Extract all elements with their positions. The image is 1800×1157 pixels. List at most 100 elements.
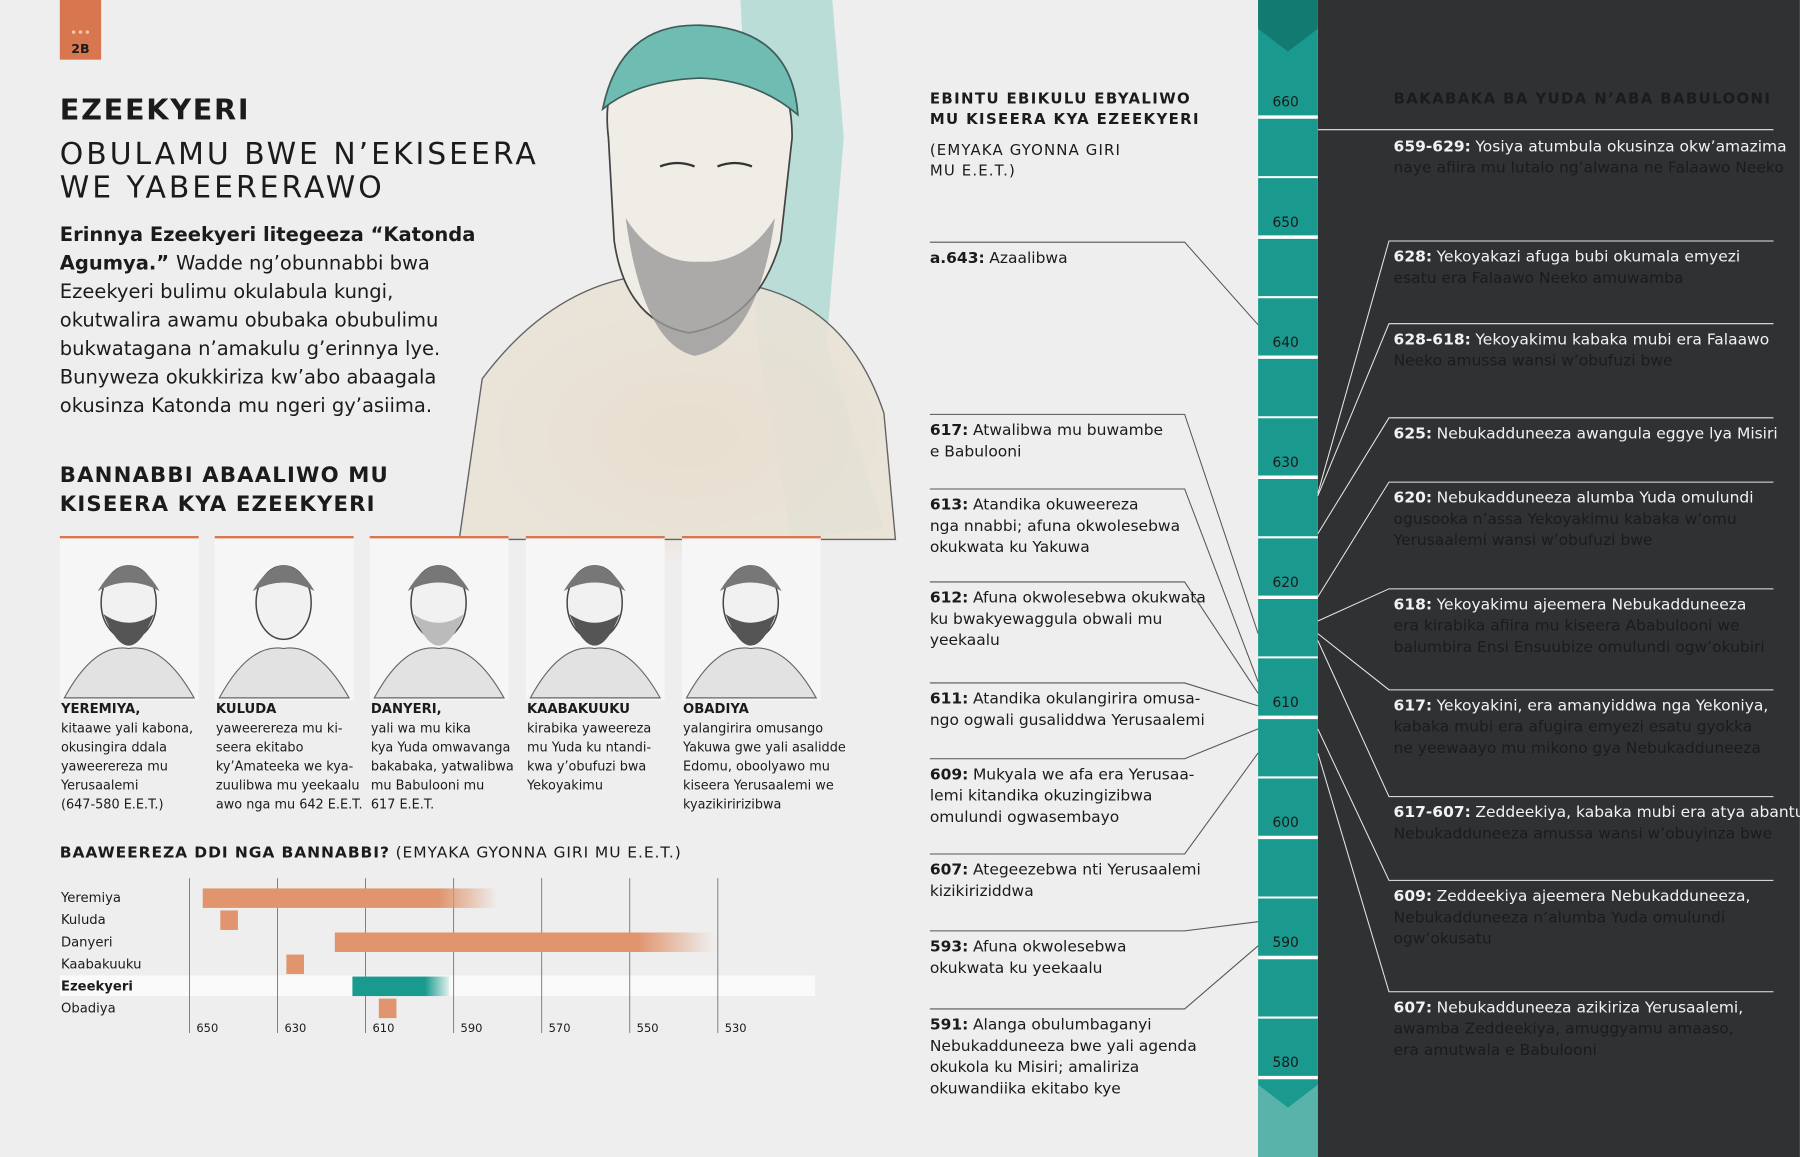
event-line: 613: Atandika okuweereza (930, 496, 1139, 514)
king-line-label: 628: (1394, 248, 1433, 266)
event-line: okukwata ku Yakuwa (930, 538, 1090, 556)
prophet-desc: yalangirira omusango (683, 721, 823, 736)
event-line: okukola ku Misiri; amaliriza (930, 1058, 1139, 1076)
king-line-text: Yekoyakimu kabaka mubi era Falaawo (1474, 330, 1769, 348)
row-label: Yeremiya (60, 891, 121, 906)
ezekiel-illustration (458, 0, 897, 563)
prophet-desc: yali wa mu kika (371, 721, 471, 736)
prophet-desc: (647-580 E.E.T.) (61, 798, 164, 813)
king-line-label: 620: (1394, 489, 1433, 507)
king-line: 609: Zeddeekiya ajeemera Nebukadduneeza, (1394, 887, 1751, 905)
prophet-name: KAABAKUUKU (527, 702, 630, 717)
event-line: e Babulooni (930, 442, 1022, 460)
x-tick-label: 530 (725, 1021, 747, 1035)
king-line-text: Yekoyakimu ajeemera Nebukadduneeza (1436, 595, 1747, 613)
king-connector (1317, 481, 1774, 598)
event-line: Nebukadduneeza bwe yali agenda (930, 1037, 1197, 1055)
event-connector (929, 581, 1259, 694)
event-line: ku bwakyewaggula obwali mu (930, 610, 1163, 628)
event-line-text: Atandika okuweereza (973, 496, 1139, 514)
king-line: Nebukadduneeza n’alumba Yuda omulundi (1394, 908, 1726, 926)
subtitle: OBULAMU BWE N’EKISEERA (60, 137, 539, 172)
range-bar (378, 998, 397, 1019)
sketch-beard (569, 614, 620, 646)
badge-dots (71, 30, 90, 34)
event-line-text: Mukyala we afa era Yerusaa- (973, 765, 1194, 783)
event-line: 617: Atwalibwa mu buwambe (930, 421, 1163, 439)
event-connector (929, 488, 1259, 682)
king-line: 628: Yekoyakazi afuga bubi okumala emyezi (1394, 248, 1741, 266)
row-label: Danyeri (61, 935, 113, 950)
king-line: 620: Nebukadduneeza alumba Yuda omulundi (1394, 489, 1754, 507)
row-label: Kaabakuuku (61, 957, 142, 972)
event-line: kizikiriziddwa (930, 882, 1034, 900)
prophet-desc: yaweerereza mu (61, 759, 168, 774)
king-line-text: Yekoyakazi afuga bubi okumala emyezi (1436, 248, 1741, 266)
king-line: 607: Nebukadduneeza azikiriza Yerusaalemi… (1394, 998, 1744, 1016)
prophet-desc: ky’Amateeka we kya- (216, 759, 353, 774)
intro-line: okusinza Katonda mu ngeri gy’asiima. (60, 394, 432, 417)
events-note: MU E.E.T.) (930, 162, 1016, 180)
timeline-year: 590 (1273, 935, 1299, 951)
timeline-bottom (1258, 1084, 1318, 1157)
portrait-sketch (373, 565, 505, 699)
prophet-desc: bakabaka, yatwalibwa (371, 759, 514, 774)
event-line: 612: Afuna okwolesebwa okukwata (930, 589, 1206, 607)
x-tick-label: 610 (372, 1021, 394, 1035)
portrait-sketch (218, 565, 351, 699)
event-connector (929, 921, 1259, 932)
badge (59, 0, 102, 60)
event-connector (929, 413, 1259, 634)
x-tick-label: 590 (461, 1021, 483, 1035)
prophet-desc: Yakuwa gwe yali asalidde (682, 740, 846, 755)
event-connector (929, 682, 1259, 707)
king-line-text: Zeddeekiya, kabaka mubi era atya abantu, (1475, 803, 1800, 821)
sketch-shoulders (218, 647, 351, 699)
prophet-desc: kyazikiririzibwa (683, 798, 781, 813)
king-line: 617-607: Zeddeekiya, kabaka mubi era atya… (1394, 803, 1800, 821)
event-line: lemi kitandika okuzingizibwa (930, 787, 1153, 805)
x-tick-label: 630 (284, 1021, 306, 1035)
event-line-label: 611: (930, 690, 969, 708)
sketch-hair (719, 565, 782, 592)
event-line-label: 609: (930, 765, 969, 783)
sketch-beard (103, 614, 154, 646)
king-connector (1317, 752, 1774, 993)
sketch-hair (97, 565, 160, 592)
prophet-desc: awo nga mu 642 E.E.T. (216, 798, 363, 813)
king-line-text: Yekoyakini, era amanyiddwa nga Yekoniya, (1436, 696, 1769, 714)
timeline-strip (1258, 0, 1318, 1157)
event-line: 611: Atandika okulangirira omusa- (930, 690, 1201, 708)
portrait-sketch (529, 565, 662, 699)
intro-lead: Erinnya Ezeekyeri litegeeza “Katonda (60, 223, 476, 246)
prophet-desc: kwa y’obufuzi bwa (527, 759, 646, 774)
intro-line-text: Wadde ng’obunnabbi bwa (176, 252, 430, 275)
king-connector (1317, 633, 1774, 691)
king-line-label: 625: (1394, 424, 1433, 442)
event-line: okukwata ku yeekaalu (930, 959, 1103, 977)
king-line: era amutwala e Babulooni (1394, 1041, 1597, 1059)
prophet-desc: mu Babulooni mu (371, 778, 484, 793)
timeline-year: 640 (1273, 335, 1299, 351)
prophet-desc: kirabika yaweereza (527, 721, 651, 736)
timeline-year: 630 (1273, 455, 1299, 471)
prophet-desc: 617 E.E.T. (371, 798, 434, 813)
sketch-shoulders (63, 647, 196, 699)
prophet-desc: seera ekitabo (216, 740, 304, 755)
event-line: okuwandiika ekitabo kye (930, 1079, 1121, 1097)
timeline-year: 660 (1273, 95, 1299, 111)
sketch-beard (725, 614, 777, 646)
dark-panel (1317, 0, 1800, 1157)
prophet-desc: kitaawe yali kabona, (61, 721, 193, 736)
king-line-text: Nebukadduneeza alumba Yuda omulundi (1437, 489, 1754, 507)
prophet-name: YEREMIYA, (60, 702, 140, 717)
king-line-label: 618: (1394, 595, 1433, 613)
king-line: awamba Zeddeekiya, amuggyamu amaaso, (1394, 1020, 1734, 1038)
king-line: 628-618: Yekoyakimu kabaka mubi era Falaa… (1394, 330, 1770, 348)
king-line: balumbira Ensi Ensuubize omulundi ogw’ok… (1394, 638, 1765, 656)
king-line-label: 617: (1394, 696, 1433, 714)
prophet-desc: kya Yuda omwavanga (371, 740, 511, 755)
king-line: 659-629: Yosiya atumbula okusinza okw’ama… (1394, 138, 1787, 156)
king-line-label: 659-629: (1394, 138, 1471, 156)
